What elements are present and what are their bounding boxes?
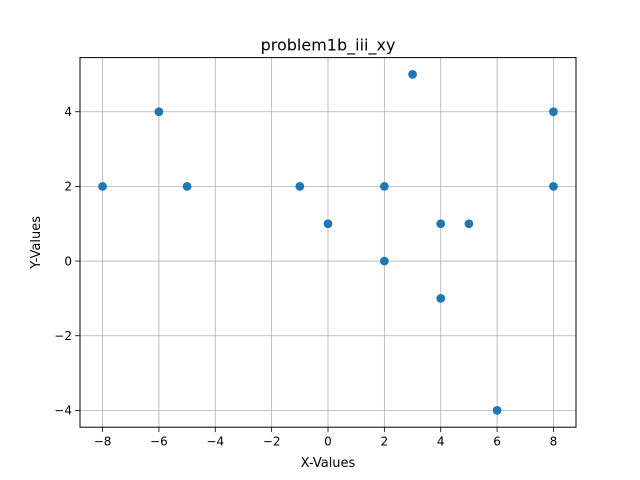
data-point xyxy=(408,70,417,79)
x-axis-ticks: −8 −6 −4 −2 0 2 4 6 8 xyxy=(94,427,558,449)
x-tick-label: −2 xyxy=(263,435,281,449)
data-point xyxy=(98,182,107,191)
data-point xyxy=(295,182,305,191)
data-point xyxy=(436,294,446,303)
x-tick-label: 8 xyxy=(550,435,558,449)
y-tick-label: −2 xyxy=(54,329,72,343)
data-point xyxy=(182,182,192,191)
data-point xyxy=(379,256,389,266)
y-tick-label: 0 xyxy=(64,254,72,268)
x-tick-label: −8 xyxy=(94,435,112,449)
data-point xyxy=(323,219,333,229)
data-point xyxy=(464,219,474,229)
x-tick-label: 0 xyxy=(324,435,332,449)
y-tick-label: −4 xyxy=(54,404,72,418)
x-tick-label: −4 xyxy=(206,435,224,449)
y-tick-label: 2 xyxy=(64,180,72,194)
data-point xyxy=(492,406,502,415)
data-point xyxy=(549,107,558,117)
x-tick-label: 2 xyxy=(381,435,389,449)
x-axis-label: X-Values xyxy=(301,456,356,471)
x-tick-label: −6 xyxy=(150,435,168,449)
x-tick-label: 6 xyxy=(493,435,501,449)
chart-title: problem1b_iii_xy xyxy=(261,36,396,56)
data-points xyxy=(98,70,558,415)
grid-lines xyxy=(80,57,576,428)
y-tick-label: 4 xyxy=(64,105,72,119)
data-point xyxy=(436,219,446,229)
data-point xyxy=(549,182,558,191)
data-point xyxy=(154,107,164,117)
y-axis-label: Y-Values xyxy=(29,216,44,270)
x-tick-label: 4 xyxy=(437,435,445,449)
y-axis-ticks: −4 −2 0 2 4 xyxy=(54,105,80,418)
data-point xyxy=(379,182,389,191)
